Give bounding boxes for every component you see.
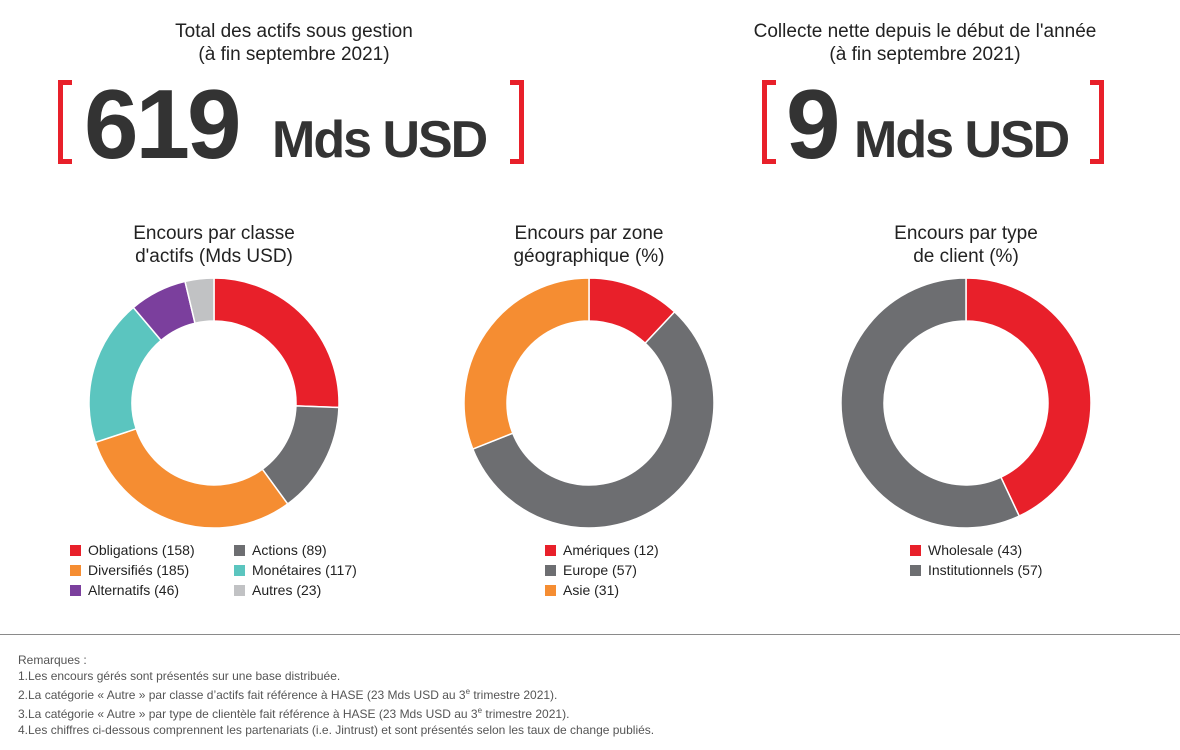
donut-slice-2 <box>94 427 289 529</box>
note-3: 3.La catégorie « Autre » par type de cli… <box>18 706 570 721</box>
legend-swatch <box>234 584 245 596</box>
chart-asset-class: Encours par classe d'actifs (Mds USD) <box>64 222 364 268</box>
legend-swatch <box>545 584 556 596</box>
donut-slice-2 <box>463 277 590 450</box>
divider <box>0 634 1180 635</box>
chart-client-type: Encours par type de client (%) <box>816 222 1116 268</box>
legend-item: Amériques (12) <box>545 542 659 558</box>
notes-heading: Remarques : <box>18 653 87 667</box>
note-2: 2.La catégorie « Autre » par classe d’ac… <box>18 687 558 702</box>
kpi-number: 619 <box>84 69 242 179</box>
right-bracket <box>1090 80 1104 164</box>
chart-title: Encours par type de client (%) <box>894 223 1038 267</box>
legend-swatch <box>545 564 556 576</box>
left-bracket <box>58 80 72 164</box>
chart-geography: Encours par zone géographique (%) <box>439 222 739 268</box>
kpi-unit: Mds USD <box>272 111 488 169</box>
legend-item: Asie (31) <box>545 582 619 598</box>
legend-item: Obligations (158) <box>70 542 195 558</box>
legend-swatch <box>234 564 245 576</box>
legend-swatch <box>910 564 921 576</box>
kpi-title: Total des actifs sous gestion (à fin sep… <box>175 21 413 65</box>
footnotes: Remarques : 1.Les encours gérés sont pré… <box>18 652 654 738</box>
donut-slice-0 <box>965 277 1092 518</box>
kpi-value: 9 Mds USD <box>730 74 1120 180</box>
donut-slice-1 <box>840 277 1021 529</box>
legend-item: Institutionnels (57) <box>910 562 1042 578</box>
donut-client-type <box>840 277 1092 529</box>
note-4: 4.Les chiffres ci-dessous comprennent le… <box>18 723 655 737</box>
left-bracket <box>762 80 776 164</box>
kpi-net-inflows: Collecte nette depuis le début de l'anné… <box>730 20 1120 180</box>
legend-item: Monétaires (117) <box>234 562 357 578</box>
chart-title: Encours par zone géographique (%) <box>513 223 665 267</box>
note-1: 1.Les encours gérés sont présentés sur u… <box>18 669 341 683</box>
legend-item: Alternatifs (46) <box>70 582 179 598</box>
kpi-total-assets: Total des actifs sous gestion (à fin sep… <box>54 20 534 180</box>
legend-swatch <box>70 564 81 576</box>
legend-swatch <box>910 544 921 556</box>
legend-swatch <box>545 544 556 556</box>
legend-item: Wholesale (43) <box>910 542 1022 558</box>
legend-item: Diversifiés (185) <box>70 562 189 578</box>
donut-geography <box>463 277 715 529</box>
kpi-title: Collecte nette depuis le début de l'anné… <box>753 21 1097 65</box>
kpi-unit: Mds USD <box>854 111 1070 169</box>
kpi-number: 9 <box>786 69 840 179</box>
donut-slice-5 <box>184 277 215 325</box>
chart-title: Encours par classe d'actifs (Mds USD) <box>133 223 295 267</box>
donut-slice-1 <box>471 310 715 529</box>
legend-swatch <box>234 544 245 556</box>
legend-swatch <box>70 544 81 556</box>
legend-item: Actions (89) <box>234 542 327 558</box>
legend-swatch <box>70 584 81 596</box>
kpi-value: 619 Mds USD <box>54 74 534 180</box>
right-bracket <box>510 80 524 164</box>
legend-item: Europe (57) <box>545 562 637 578</box>
legend-item: Autres (23) <box>234 582 321 598</box>
donut-asset-class <box>88 277 340 529</box>
